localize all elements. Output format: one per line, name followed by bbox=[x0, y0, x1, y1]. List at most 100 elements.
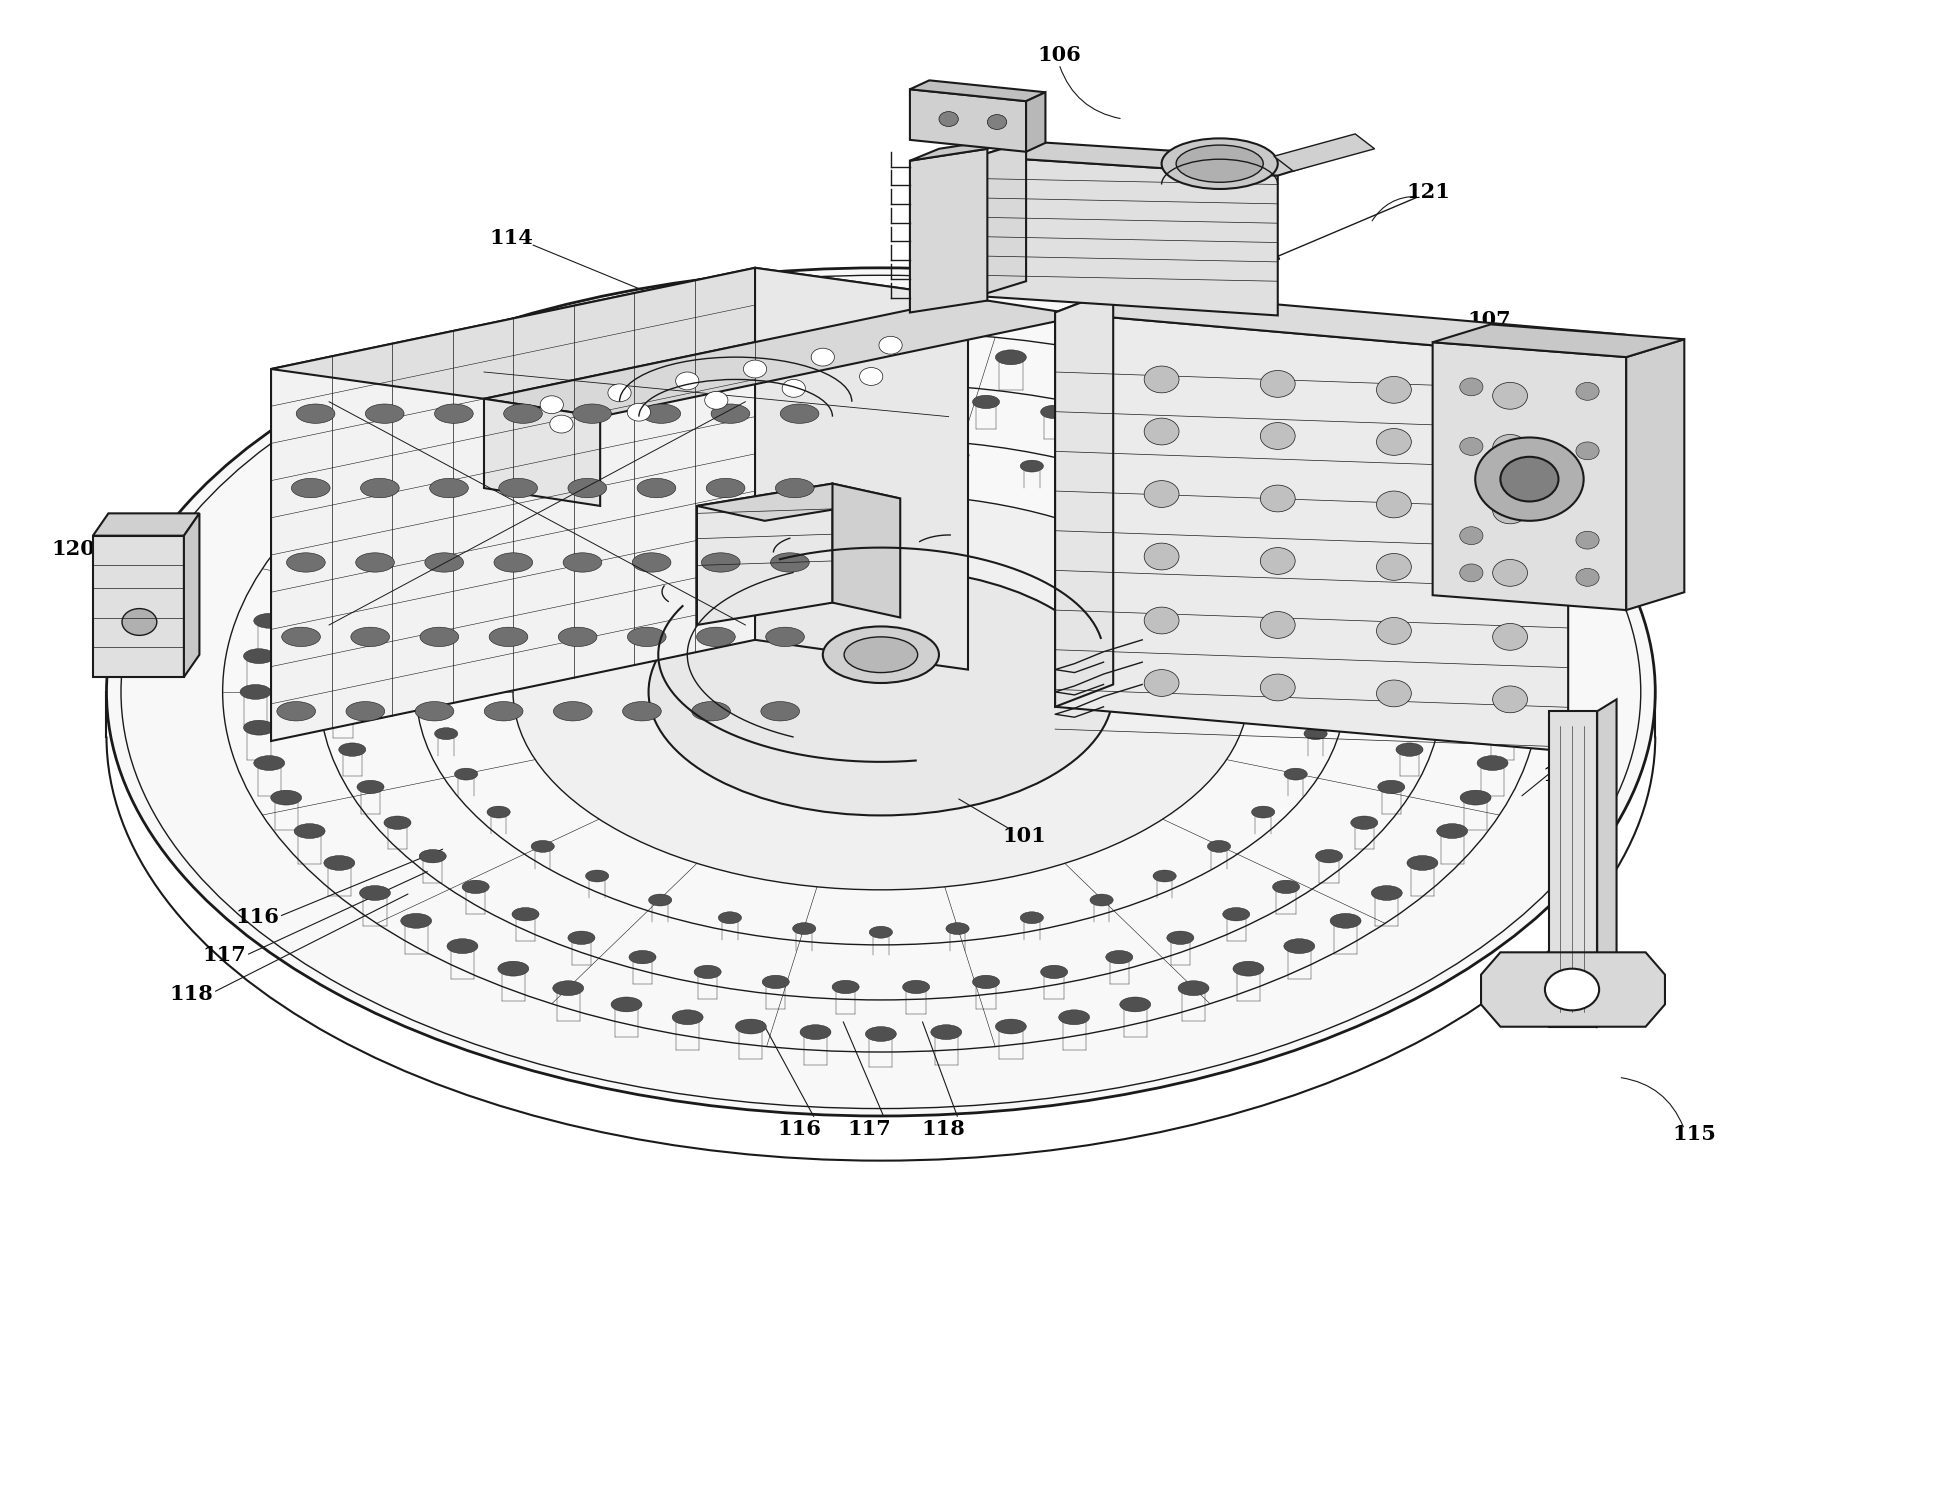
Circle shape bbox=[1576, 531, 1599, 549]
Ellipse shape bbox=[434, 728, 457, 740]
Ellipse shape bbox=[414, 702, 453, 722]
Circle shape bbox=[1144, 366, 1179, 393]
Ellipse shape bbox=[558, 628, 596, 646]
Ellipse shape bbox=[434, 644, 457, 656]
Ellipse shape bbox=[1437, 545, 1467, 559]
Text: 116: 116 bbox=[778, 1119, 821, 1140]
Ellipse shape bbox=[294, 545, 325, 559]
Ellipse shape bbox=[995, 1019, 1026, 1034]
Circle shape bbox=[1576, 382, 1599, 400]
Ellipse shape bbox=[972, 396, 999, 409]
Ellipse shape bbox=[277, 702, 316, 722]
Ellipse shape bbox=[1177, 146, 1262, 183]
Circle shape bbox=[811, 348, 834, 366]
Text: 102: 102 bbox=[1442, 671, 1485, 692]
Ellipse shape bbox=[283, 628, 321, 646]
Ellipse shape bbox=[711, 405, 749, 424]
Ellipse shape bbox=[691, 702, 730, 722]
Ellipse shape bbox=[420, 521, 447, 534]
Circle shape bbox=[1144, 607, 1179, 634]
Ellipse shape bbox=[447, 939, 478, 954]
Ellipse shape bbox=[972, 975, 999, 988]
Ellipse shape bbox=[484, 702, 523, 722]
Ellipse shape bbox=[627, 628, 666, 646]
Ellipse shape bbox=[1491, 684, 1522, 699]
Polygon shape bbox=[1433, 342, 1626, 610]
Ellipse shape bbox=[1154, 870, 1177, 882]
Ellipse shape bbox=[498, 961, 529, 976]
Ellipse shape bbox=[585, 870, 608, 882]
Ellipse shape bbox=[902, 390, 929, 403]
Ellipse shape bbox=[1208, 531, 1231, 543]
Ellipse shape bbox=[649, 894, 672, 906]
Ellipse shape bbox=[488, 806, 511, 818]
Ellipse shape bbox=[463, 490, 490, 503]
Polygon shape bbox=[1055, 290, 1626, 357]
Polygon shape bbox=[910, 149, 987, 312]
Circle shape bbox=[1144, 418, 1179, 445]
Ellipse shape bbox=[1020, 912, 1044, 924]
Ellipse shape bbox=[585, 501, 608, 513]
Ellipse shape bbox=[869, 926, 892, 937]
Circle shape bbox=[1493, 382, 1528, 409]
Ellipse shape bbox=[244, 720, 275, 735]
Ellipse shape bbox=[902, 981, 929, 994]
Ellipse shape bbox=[672, 1010, 703, 1025]
Ellipse shape bbox=[567, 479, 606, 498]
Ellipse shape bbox=[865, 342, 896, 357]
Circle shape bbox=[1493, 434, 1528, 461]
Ellipse shape bbox=[530, 841, 554, 853]
Ellipse shape bbox=[271, 790, 302, 805]
Ellipse shape bbox=[780, 405, 819, 424]
Ellipse shape bbox=[672, 359, 703, 373]
Circle shape bbox=[1376, 429, 1411, 455]
Circle shape bbox=[1460, 527, 1483, 545]
Polygon shape bbox=[1433, 324, 1684, 357]
Circle shape bbox=[1376, 491, 1411, 518]
Ellipse shape bbox=[1059, 359, 1090, 373]
Ellipse shape bbox=[695, 405, 722, 418]
Ellipse shape bbox=[356, 554, 395, 573]
Ellipse shape bbox=[612, 997, 643, 1012]
Ellipse shape bbox=[761, 702, 800, 722]
Text: 111: 111 bbox=[137, 519, 180, 540]
Circle shape bbox=[1376, 680, 1411, 707]
Ellipse shape bbox=[629, 420, 656, 433]
Ellipse shape bbox=[1378, 780, 1406, 793]
Polygon shape bbox=[1055, 290, 1113, 707]
Ellipse shape bbox=[697, 628, 736, 646]
Ellipse shape bbox=[1154, 501, 1177, 513]
Ellipse shape bbox=[294, 824, 325, 839]
Ellipse shape bbox=[1315, 521, 1342, 534]
Text: 118: 118 bbox=[170, 984, 213, 1004]
Polygon shape bbox=[93, 536, 184, 677]
Ellipse shape bbox=[823, 626, 939, 683]
Ellipse shape bbox=[633, 554, 672, 573]
Ellipse shape bbox=[767, 628, 805, 646]
Ellipse shape bbox=[1119, 997, 1150, 1012]
Ellipse shape bbox=[844, 637, 918, 673]
Ellipse shape bbox=[637, 479, 676, 498]
Ellipse shape bbox=[350, 628, 389, 646]
Ellipse shape bbox=[1040, 405, 1067, 418]
Ellipse shape bbox=[1330, 455, 1361, 470]
Ellipse shape bbox=[1284, 430, 1315, 445]
Text: 117: 117 bbox=[203, 945, 246, 966]
Ellipse shape bbox=[718, 460, 741, 472]
Ellipse shape bbox=[494, 554, 532, 573]
Circle shape bbox=[1260, 371, 1295, 397]
Text: 107: 107 bbox=[1467, 310, 1510, 330]
Ellipse shape bbox=[329, 704, 356, 717]
Ellipse shape bbox=[339, 628, 366, 641]
Ellipse shape bbox=[1305, 728, 1328, 740]
Ellipse shape bbox=[649, 478, 672, 490]
Ellipse shape bbox=[1272, 881, 1299, 894]
Circle shape bbox=[1493, 686, 1528, 713]
Ellipse shape bbox=[1177, 388, 1208, 403]
Ellipse shape bbox=[1351, 815, 1378, 829]
Ellipse shape bbox=[629, 951, 656, 964]
Ellipse shape bbox=[718, 912, 741, 924]
Ellipse shape bbox=[1351, 555, 1378, 568]
Polygon shape bbox=[978, 141, 1026, 296]
Ellipse shape bbox=[1460, 579, 1491, 594]
